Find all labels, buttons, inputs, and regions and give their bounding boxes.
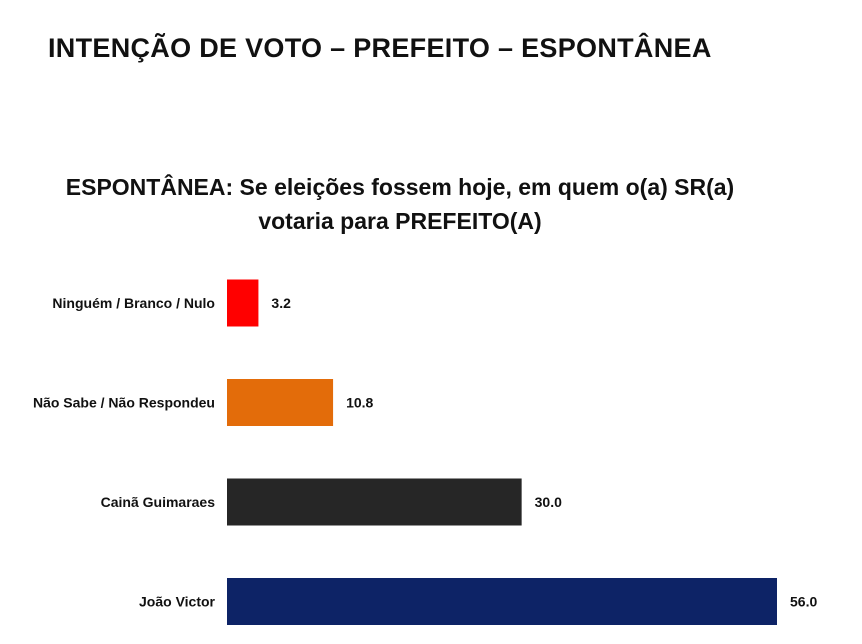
chart-title-line-1: ESPONTÂNEA: Se eleições fossem hoje, em …	[65, 174, 735, 200]
category-label-3: João Victor	[139, 594, 216, 610]
category-label-0: Ninguém / Branco / Nulo	[52, 295, 215, 311]
value-label-1: 10.8	[346, 395, 373, 411]
bar-3	[227, 578, 777, 625]
page-title: INTENÇÃO DE VOTO – PREFEITO – ESPONTÂNEA	[48, 33, 712, 63]
bar-0	[227, 279, 259, 327]
value-label-2: 30.0	[535, 494, 562, 510]
category-label-1: Não Sabe / Não Respondeu	[33, 395, 215, 411]
chart-title-line-2: votaria para PREFEITO(A)	[258, 208, 542, 234]
bar-2	[227, 478, 522, 526]
bar-1	[227, 379, 334, 426]
value-label-3: 56.0	[790, 594, 817, 610]
chart-title: ESPONTÂNEA: Se eleições fossem hoje, em …	[0, 170, 800, 238]
value-label-0: 3.2	[271, 295, 291, 311]
category-label-2: Cainã Guimaraes	[101, 494, 216, 510]
